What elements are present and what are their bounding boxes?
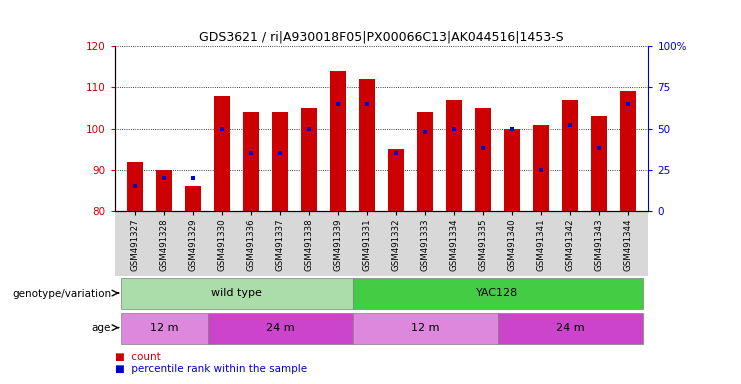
- Title: GDS3621 / ri|A930018F05|PX00066C13|AK044516|1453-S: GDS3621 / ri|A930018F05|PX00066C13|AK044…: [199, 30, 564, 43]
- Bar: [533, 124, 549, 211]
- Text: YAC128: YAC128: [476, 288, 519, 298]
- Bar: [156, 170, 172, 211]
- Bar: [591, 116, 607, 211]
- Text: 12 m: 12 m: [411, 323, 439, 333]
- Bar: [353, 313, 498, 344]
- Bar: [272, 112, 288, 211]
- Bar: [562, 100, 578, 211]
- Bar: [330, 71, 346, 211]
- Bar: [504, 129, 520, 211]
- Text: 12 m: 12 m: [150, 323, 179, 333]
- Bar: [214, 96, 230, 211]
- Bar: [359, 79, 375, 211]
- Bar: [243, 112, 259, 211]
- Text: 24 m: 24 m: [266, 323, 294, 333]
- Text: ■  count: ■ count: [115, 352, 161, 362]
- Bar: [446, 100, 462, 211]
- Bar: [353, 278, 642, 310]
- Text: 24 m: 24 m: [556, 323, 585, 333]
- Bar: [185, 187, 201, 211]
- Bar: [207, 313, 353, 344]
- Bar: [301, 108, 317, 211]
- Bar: [417, 112, 433, 211]
- Bar: [475, 108, 491, 211]
- Bar: [498, 313, 642, 344]
- Text: ■  percentile rank within the sample: ■ percentile rank within the sample: [115, 364, 307, 374]
- Text: age: age: [92, 323, 111, 333]
- Text: wild type: wild type: [211, 288, 262, 298]
- Text: genotype/variation: genotype/variation: [12, 289, 111, 299]
- Bar: [620, 91, 636, 211]
- Bar: [388, 149, 404, 211]
- Bar: [121, 313, 207, 344]
- Bar: [127, 162, 143, 211]
- Bar: [121, 278, 353, 310]
